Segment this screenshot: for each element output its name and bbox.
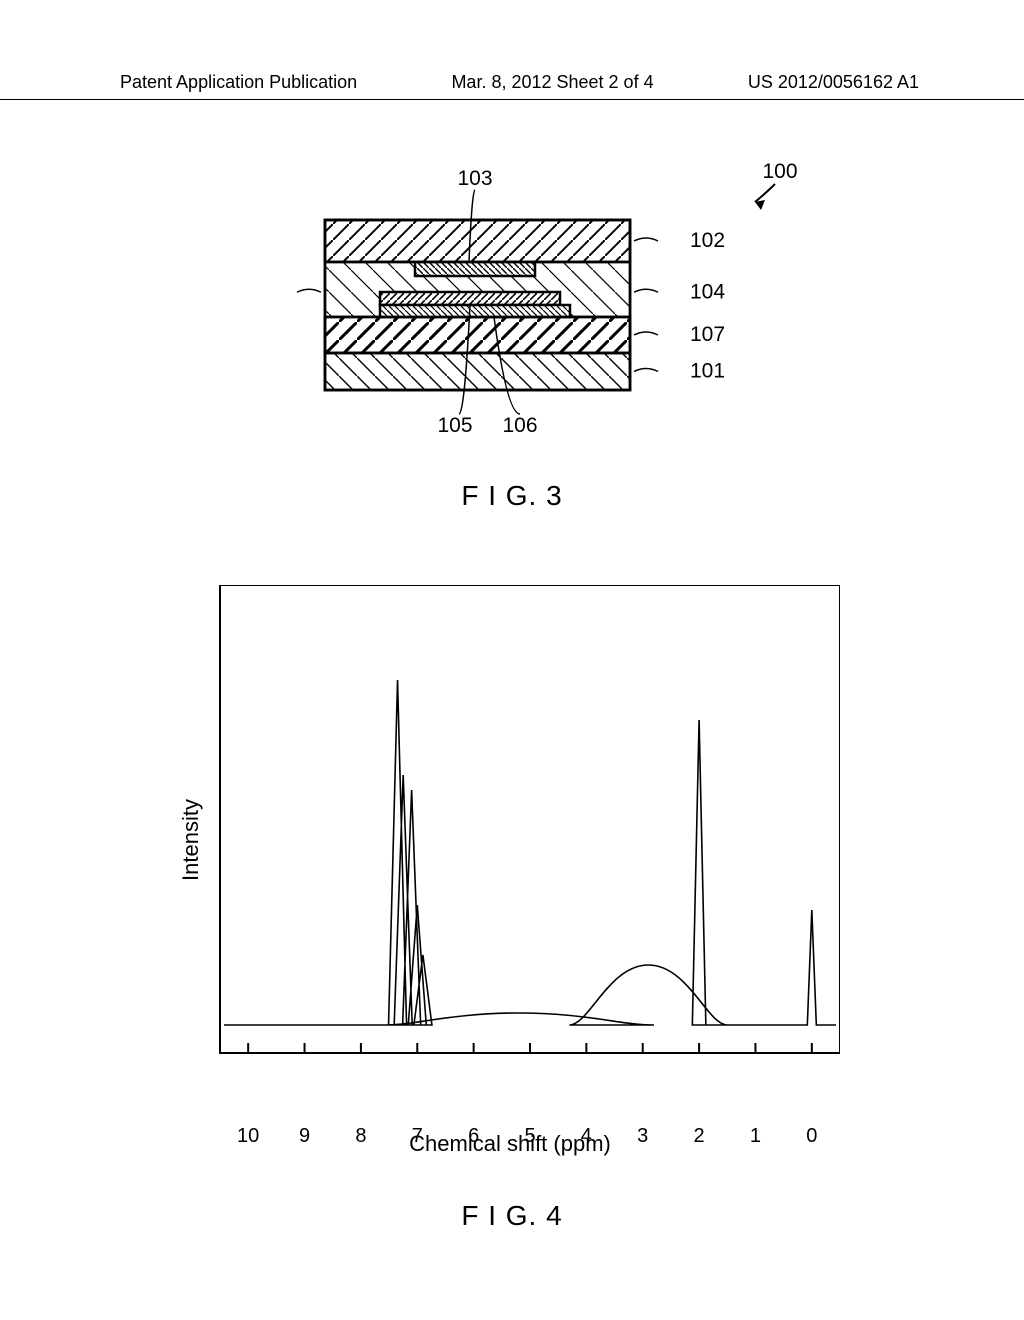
fig4-chart: Intensity 109876543210 Chemical shift (p… [180,585,840,1095]
svg-text:101: 101 [690,360,725,383]
fig4-y-axis-label: Intensity [178,799,204,881]
fig3-diagram: 103102104107101104105106100 [285,160,840,460]
header-right: US 2012/0056162 A1 [748,72,919,93]
svg-text:103: 103 [457,167,492,190]
header-left: Patent Application Publication [120,72,357,93]
svg-text:105: 105 [437,414,472,437]
svg-text:106: 106 [502,414,537,437]
fig4-caption: F I G. 4 [0,1200,1024,1232]
svg-text:102: 102 [690,229,725,252]
svg-text:100: 100 [762,160,797,183]
fig3-caption: F I G. 3 [0,480,1024,512]
page-header: Patent Application Publication Mar. 8, 2… [0,72,1024,100]
svg-text:107: 107 [690,323,725,346]
figure-3: 103102104107101104105106100 [285,160,840,460]
fig4-x-axis-label: Chemical shift (ppm) [180,1131,840,1157]
header-mid: Mar. 8, 2012 Sheet 2 of 4 [451,72,653,93]
fig4-spectrum [180,585,840,1065]
svg-text:104: 104 [690,280,725,303]
figure-4: Intensity 109876543210 Chemical shift (p… [180,585,840,1095]
